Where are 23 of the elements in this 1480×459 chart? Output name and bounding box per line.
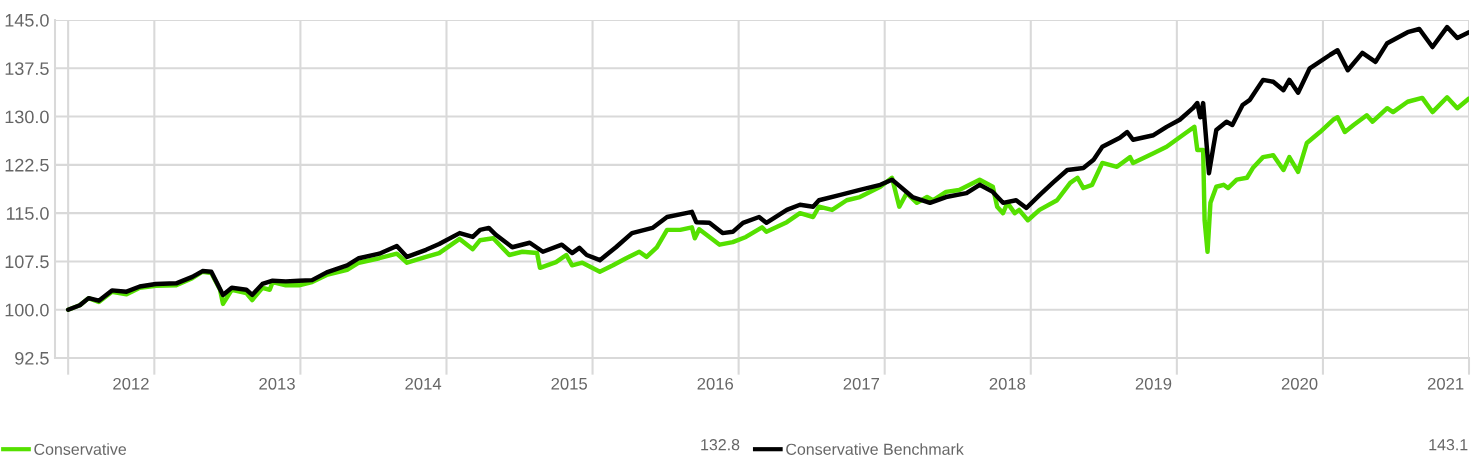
y-tick-label: 92.5: [15, 351, 49, 365]
y-tick-label: 100.0: [5, 303, 49, 317]
text: 132.8: [701, 439, 740, 451]
x-tick-label: 2015: [551, 377, 588, 390]
legend-label: Conservative: [34, 443, 127, 455]
y-tick-label: 115.0: [6, 207, 49, 220]
x-tick-label: 2018: [989, 377, 1026, 390]
x-tick-label: 2014: [405, 377, 442, 390]
y-tick-label: 137.5: [5, 62, 49, 76]
x-tick-label: 2016: [697, 377, 734, 390]
x-tick-label: 2019: [1135, 377, 1172, 390]
y-tick-label: 130.0: [5, 110, 49, 124]
x-tick-label: 2013: [259, 377, 295, 390]
x-tick-label: 2021: [1427, 377, 1464, 390]
y-tick-label: 107.5: [5, 255, 49, 269]
x-tick-label: 2020: [1281, 377, 1318, 390]
text: 143.1: [1429, 439, 1468, 451]
line-series: [65, 24, 1469, 312]
y-tick-label: 145.0: [5, 13, 49, 27]
x-tick-label: 2017: [843, 377, 880, 390]
x-tick-label: 2012: [113, 377, 149, 390]
y-tick-label: 122.5: [5, 158, 49, 172]
legend-label: Conservative Benchmark: [786, 443, 964, 455]
